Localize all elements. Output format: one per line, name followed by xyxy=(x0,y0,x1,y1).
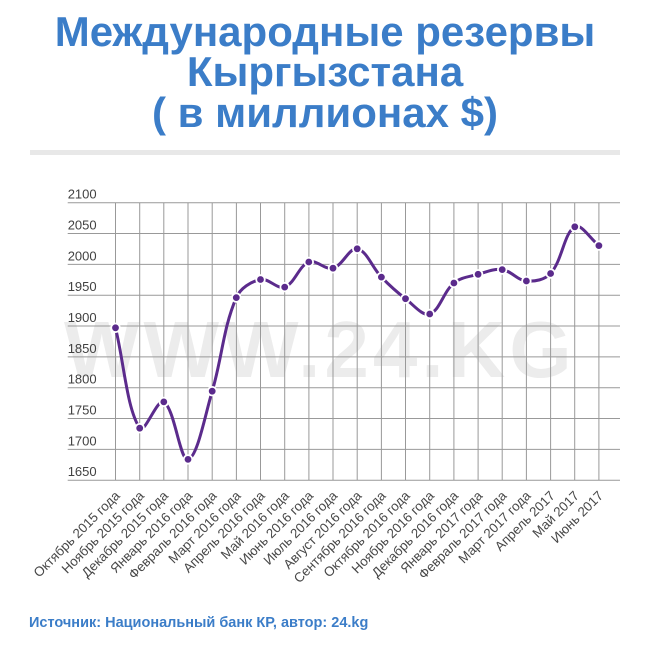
svg-text:1900: 1900 xyxy=(68,310,97,325)
svg-text:1950: 1950 xyxy=(68,279,97,294)
svg-text:1750: 1750 xyxy=(68,402,97,417)
svg-text:1700: 1700 xyxy=(68,433,97,448)
svg-text:1850: 1850 xyxy=(68,341,97,356)
svg-text:2100: 2100 xyxy=(68,187,97,202)
svg-text:2050: 2050 xyxy=(68,217,97,232)
svg-text:1800: 1800 xyxy=(68,372,97,387)
svg-text:2000: 2000 xyxy=(68,248,97,263)
svg-text:WWW.24.KG: WWW.24.KG xyxy=(64,305,576,394)
svg-text:1650: 1650 xyxy=(68,464,97,479)
